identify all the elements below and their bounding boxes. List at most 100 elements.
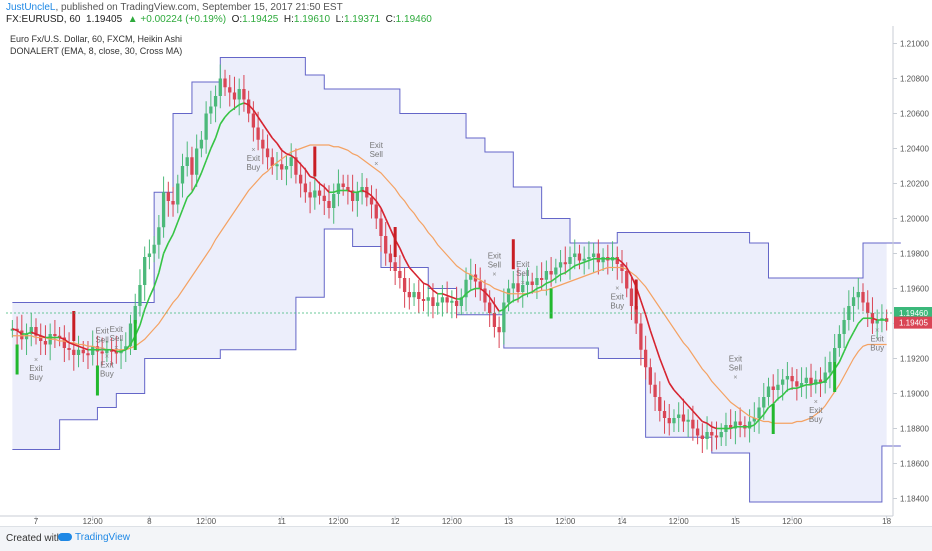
- candle-body: [497, 327, 501, 333]
- publish-text: , published on TradingView.com, Septembe…: [55, 2, 343, 13]
- ema-line-segment: [418, 277, 425, 284]
- candle-body: [539, 278, 544, 280]
- ema-line-segment: [753, 419, 760, 426]
- candle-body: [714, 435, 719, 438]
- candle-body: [322, 195, 326, 201]
- label-marker-dot: ×: [521, 280, 525, 287]
- candle-body: [81, 349, 85, 354]
- x-tick-label: 13: [504, 517, 513, 526]
- candle-body: [525, 281, 530, 285]
- price-chart[interactable]: ×ExitSell×ExitSell×ExitBuy×ExitBuy×ExitB…: [0, 26, 932, 526]
- label-marker-dot: ×: [374, 161, 378, 168]
- ema-line-segment: [304, 169, 311, 177]
- exit-label-line2: Buy: [29, 373, 43, 382]
- ema-line-segment: [872, 317, 878, 321]
- candle-body: [823, 372, 827, 383]
- candle-body: [596, 253, 601, 263]
- candle-body: [72, 349, 76, 355]
- current-price-badge-bg: [894, 307, 932, 319]
- candle-body: [143, 257, 147, 285]
- label-marker-dot: ×: [114, 345, 118, 352]
- candle-body: [856, 292, 860, 298]
- symbol-label: FX:EURUSD, 60: [6, 14, 81, 25]
- sell-signal-arrow: [72, 311, 76, 341]
- candle-body: [76, 349, 81, 355]
- last-price: 1.19405: [86, 14, 123, 25]
- indicator-legend[interactable]: DONALERT (EMA, 8, close, 30, Cross MA): [10, 46, 183, 56]
- exit-label-line2: Buy: [246, 163, 260, 172]
- chart-area[interactable]: × Exit Sell × Exit Sell × Exit Buy × Exit Buy × Exit B…: [0, 26, 932, 526]
- candle-body: [417, 292, 421, 299]
- ema-line-segment: [323, 186, 330, 193]
- candle-body: [558, 262, 563, 268]
- ema-line-segment: [290, 154, 297, 160]
- candle-body: [478, 281, 482, 289]
- ema-line-segment: [252, 109, 259, 118]
- x-tick-label: 8: [147, 517, 152, 526]
- ema-line-segment: [82, 347, 89, 351]
- x-tick-label: 15: [731, 517, 740, 526]
- candle-body: [171, 201, 175, 205]
- ema-line-segment: [361, 189, 368, 194]
- exit-label-line1: Exit: [871, 334, 885, 343]
- candle-body: [327, 201, 331, 208]
- ema-line-segment: [375, 200, 382, 209]
- exit-label-line1: Exit: [516, 260, 530, 269]
- ema-line-segment: [824, 375, 831, 382]
- x-tick-label: 14: [618, 517, 627, 526]
- ema-line-segment: [125, 343, 132, 351]
- candle-body: [710, 432, 714, 436]
- x-tick-label: 12:00: [196, 517, 217, 526]
- candle-body: [242, 89, 246, 100]
- exit-label-line1: Exit: [100, 361, 114, 370]
- candle-body: [677, 414, 681, 418]
- candle-body: [402, 278, 407, 292]
- open-value: 1.19425: [242, 14, 279, 25]
- ema-line-segment: [167, 233, 174, 244]
- ema-line-segment: [782, 389, 788, 396]
- ema-line-segment: [186, 191, 193, 199]
- exit-label-line2: Sell: [729, 364, 743, 373]
- ema-line-segment: [574, 263, 580, 267]
- candle-body: [10, 328, 15, 331]
- exit-label-line1: Exit: [809, 406, 823, 415]
- candle-body: [166, 192, 170, 201]
- ema-line-segment: [238, 102, 245, 106]
- ema-line-segment: [498, 308, 505, 313]
- exit-label-line1: Exit: [110, 325, 124, 334]
- candle-body: [336, 183, 341, 194]
- ema-line-segment: [749, 424, 755, 428]
- buy-signal-arrow: [15, 344, 19, 375]
- candle-body: [138, 285, 142, 306]
- candle-body: [695, 428, 700, 436]
- exit-label-line1: Exit: [611, 292, 625, 301]
- ema-line-segment: [772, 398, 779, 405]
- candle-body: [662, 411, 667, 418]
- candle-body: [639, 323, 643, 350]
- author-link[interactable]: JustUncleL: [6, 2, 56, 13]
- ema-line-segment: [489, 296, 496, 305]
- ema-line-segment: [852, 323, 859, 333]
- exit-label-line2: Sell: [516, 269, 530, 278]
- ema-line-segment: [286, 152, 292, 157]
- ema-line-segment: [730, 425, 736, 430]
- candle-body: [53, 334, 57, 336]
- ema-line-segment: [366, 191, 373, 197]
- ema-line-segment: [659, 358, 666, 372]
- symbol-bar: FX:EURUSD, 60 1.19405 ▲ +0.00224 (+0.19%…: [6, 14, 432, 25]
- ema-line-segment: [787, 387, 793, 391]
- ema-line-segment: [583, 259, 590, 264]
- ema-line-segment: [333, 189, 339, 194]
- candle-body: [866, 302, 870, 313]
- candle-body: [280, 164, 284, 170]
- candle-body: [488, 302, 492, 313]
- candle-body: [298, 174, 303, 184]
- candle-body: [199, 139, 204, 149]
- ema-line-segment: [314, 177, 321, 185]
- ema-line-segment: [257, 116, 264, 125]
- tradingview-logo[interactable]: TradingView: [58, 532, 130, 543]
- candle-body: [355, 192, 360, 201]
- candle-body: [209, 106, 213, 114]
- candle-body: [369, 197, 374, 205]
- ema-line-segment: [229, 107, 235, 113]
